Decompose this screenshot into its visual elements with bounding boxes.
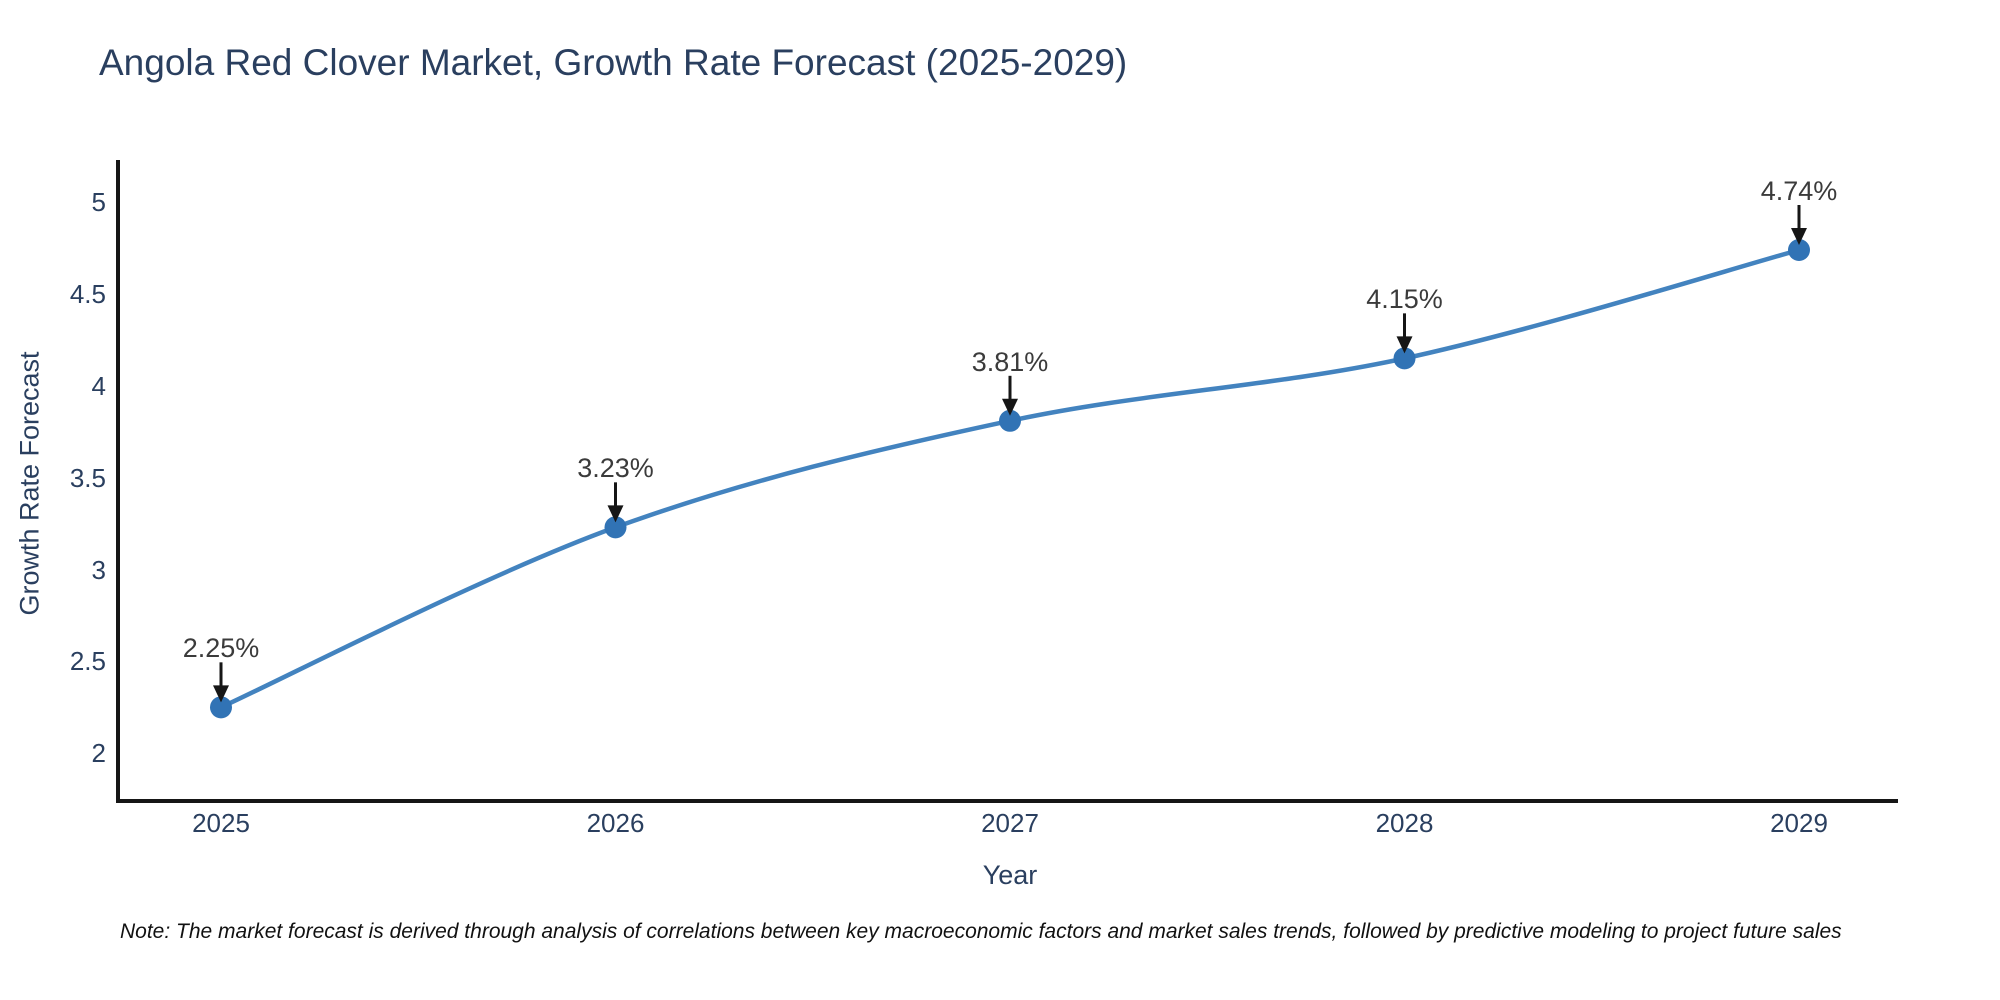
point-label-2029: 4.74% xyxy=(1760,175,1838,206)
point-label-2026: 3.23% xyxy=(577,453,654,484)
data-point-2025[interactable] xyxy=(210,696,232,719)
data-point-2028[interactable] xyxy=(1393,347,1416,370)
x-tick-2025: 2025 xyxy=(192,808,250,838)
series-line xyxy=(218,247,1802,710)
annotation-arrowhead xyxy=(607,505,624,523)
annotation-arrowhead xyxy=(1396,336,1413,354)
x-tick-2028: 2028 xyxy=(1375,808,1434,838)
y-tick-5: 5 xyxy=(91,187,106,218)
x-tick-2026: 2026 xyxy=(586,808,645,838)
point-label-2028: 4.15% xyxy=(1366,284,1443,315)
x-tick-2027: 2027 xyxy=(981,808,1039,838)
data-point-2027[interactable] xyxy=(999,409,1021,432)
y-tick-2: 2 xyxy=(91,738,106,769)
x-tick-2029: 2029 xyxy=(1770,808,1828,838)
y-tick-3.5: 3.5 xyxy=(69,462,106,493)
note-text: Note: The market forecast is derived thr… xyxy=(120,920,1842,943)
point-label-2027: 3.81% xyxy=(971,346,1049,377)
annotation-arrowhead xyxy=(1791,227,1807,245)
chart-title: Angola Red Clover Market, Growth Rate Fo… xyxy=(99,42,1128,83)
annotation-arrowhead xyxy=(213,685,229,703)
y-tick-4: 4 xyxy=(91,370,106,401)
y-tick-3: 3 xyxy=(91,554,106,585)
data-point-2026[interactable] xyxy=(604,516,627,539)
data-point-2029[interactable] xyxy=(1788,238,1810,261)
x-axis-title: Year xyxy=(982,860,1038,890)
y-tick-4.5: 4.5 xyxy=(69,279,106,310)
annotation-arrowhead xyxy=(1002,398,1018,416)
y-tick-2.5: 2.5 xyxy=(69,646,106,677)
point-label-2025: 2.25% xyxy=(182,633,260,664)
